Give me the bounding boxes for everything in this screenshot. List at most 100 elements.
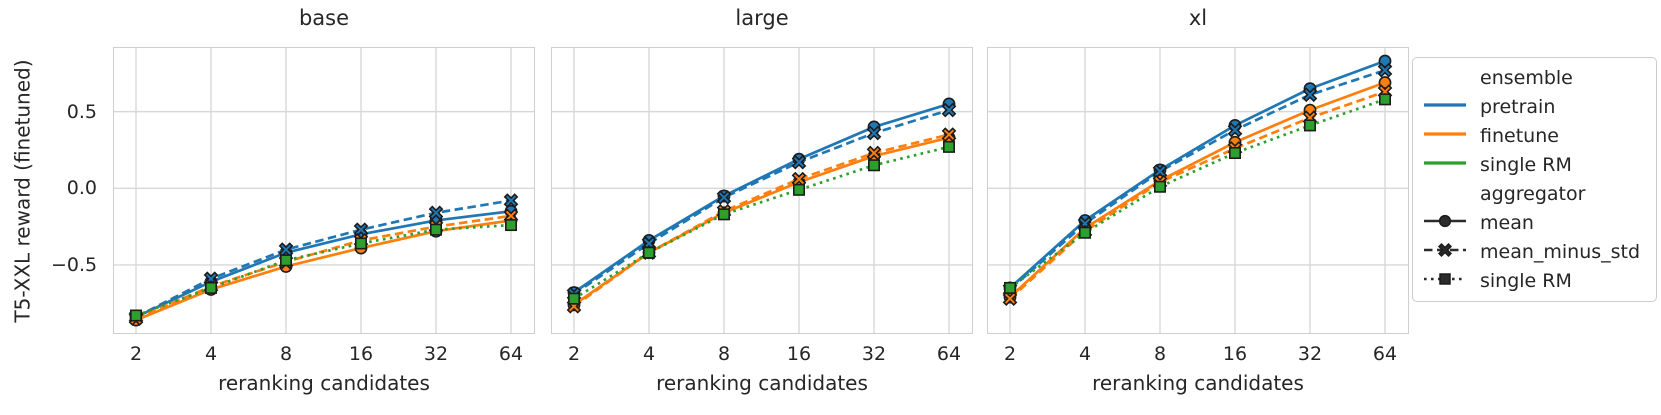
y-tick-label: 0.5 (66, 100, 97, 123)
square-marker (504, 219, 517, 232)
legend-item-mean-minus-std: mean_minus_std (1422, 237, 1648, 266)
x-axis-label: reranking candidates (1092, 371, 1304, 395)
plot-area-base (113, 47, 535, 334)
square-marker (1303, 119, 1316, 132)
x-tick-label: 16 (348, 343, 374, 365)
square-marker (867, 159, 880, 172)
x-axis-label: reranking candidates (218, 371, 430, 395)
x-tick-label: 4 (1078, 343, 1092, 365)
square-marker (205, 281, 218, 294)
x-tick-label: 16 (786, 343, 812, 365)
square-marker (793, 183, 806, 196)
x-tick-label: 32 (423, 343, 449, 365)
x-tick-label: 2 (1003, 343, 1017, 365)
legend-line-swatch (1422, 152, 1468, 178)
legend-label: single RM (1480, 153, 1572, 176)
square-marker (718, 208, 731, 221)
square-marker (1079, 226, 1092, 239)
gridlines (552, 48, 972, 333)
panel-title-base: base (298, 6, 350, 30)
series-finetune-mean_minus_std (1002, 84, 1393, 306)
square-marker (942, 140, 955, 153)
legend: ensemble pretrain finetune single RM aggrega… (1412, 57, 1657, 302)
x-marker (791, 154, 807, 170)
y-axis-label-container: T5-XXL reward (finetuned) (8, 48, 38, 333)
legend-label: pretrain (1480, 95, 1556, 118)
square-marker (280, 254, 293, 267)
x-tick-label: 8 (1153, 343, 1167, 365)
x-marker (866, 125, 882, 141)
square-marker (429, 223, 442, 236)
gridlines (114, 48, 534, 333)
x-tick-label: 32 (861, 343, 887, 365)
x-marker (1227, 122, 1243, 138)
square-marker (355, 237, 368, 250)
legend-label: mean (1480, 211, 1534, 234)
panel-title-large: large (735, 6, 789, 30)
x-marker (503, 208, 519, 224)
legend-line-swatch (1422, 123, 1468, 149)
gridlines (988, 48, 1408, 333)
x-marker (428, 205, 444, 221)
x-marker (1002, 291, 1018, 306)
x-tick-label: 64 (498, 343, 524, 365)
series-pretrain-mean (129, 204, 518, 324)
y-tick-label: 0.0 (66, 177, 97, 200)
legend-label: mean_minus_std (1480, 240, 1641, 263)
square-marker (1154, 180, 1167, 193)
x-marker (1377, 62, 1393, 78)
series-pretrain-mean_minus_std (128, 193, 519, 325)
x-marker (791, 171, 807, 187)
legend-label: finetune (1480, 124, 1559, 147)
series-single-RM-single-RM (129, 219, 517, 322)
plot-area-large (551, 47, 973, 334)
series-finetune-mean (129, 214, 518, 327)
x-tick-label: 8 (279, 343, 293, 365)
series-pretrain-mean (1003, 54, 1392, 295)
legend-header-aggregator: aggregator (1422, 179, 1648, 208)
panel-title-xl: xl (1188, 6, 1208, 30)
legend-item-single-RM: single RM (1422, 266, 1648, 295)
series-finetune-mean_minus_std (566, 127, 957, 314)
x-axis-label: reranking candidates (656, 371, 868, 395)
x-tick-label: 4 (204, 343, 218, 365)
x-marker (941, 127, 957, 142)
x-marker (866, 145, 882, 161)
x-tick-label: 4 (642, 343, 656, 365)
legend-label: single RM (1480, 269, 1572, 292)
y-tick-label: −0.5 (51, 253, 98, 276)
y-axis-label: T5-XXL reward (finetuned) (11, 58, 36, 323)
legend-label: aggregator (1480, 182, 1586, 205)
legend-item-single-RM: single RM (1422, 150, 1648, 179)
x-marker (1302, 87, 1318, 103)
x-tick-label: 16 (1222, 343, 1248, 365)
x-marker (278, 242, 294, 257)
series-single-RM-single-RM (567, 140, 955, 305)
legend-label: ensemble (1480, 66, 1573, 89)
plot-area-xl (987, 47, 1409, 334)
square-marker (1229, 147, 1242, 160)
legend-header-ensemble: ensemble (1422, 63, 1648, 92)
square-marker (1003, 281, 1016, 294)
legend-x-marker-icon (1422, 239, 1468, 265)
x-tick-label: 8 (717, 343, 731, 365)
legend-circle-marker-icon (1422, 210, 1468, 236)
x-marker (353, 222, 369, 238)
x-tick-label: 32 (1297, 343, 1323, 365)
square-marker (567, 292, 580, 305)
legend-item-mean: mean (1422, 208, 1648, 237)
square-marker (643, 246, 656, 259)
square-marker (1378, 93, 1391, 106)
series-pretrain-mean_minus_std (1002, 62, 1393, 297)
legend-item-finetune: finetune (1422, 121, 1648, 150)
series-finetune-mean (567, 131, 956, 312)
legend-item-pretrain: pretrain (1422, 92, 1648, 121)
x-marker (1152, 164, 1168, 179)
legend-line-swatch (1422, 94, 1468, 120)
x-tick-label: 2 (567, 343, 581, 365)
x-marker (716, 190, 732, 205)
x-tick-label: 64 (1372, 343, 1398, 365)
square-marker (129, 309, 142, 322)
x-tick-label: 64 (936, 343, 962, 365)
